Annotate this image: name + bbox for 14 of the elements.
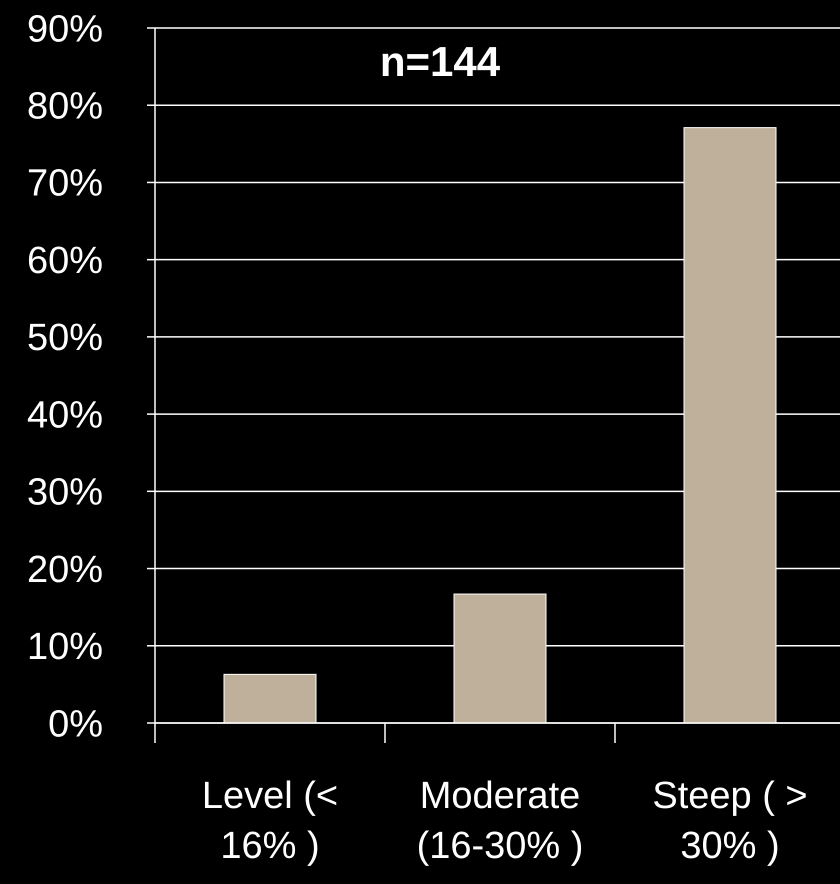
y-tick-label: 80% (26, 86, 103, 128)
y-tick-label: 20% (26, 548, 103, 591)
y-tick-label: 0% (48, 703, 103, 746)
y-tick-label: 90% (26, 8, 103, 50)
y-tick-label: 60% (26, 240, 103, 282)
y-tick-label: 10% (26, 626, 103, 668)
chart-title: n=144 (380, 38, 501, 85)
x-tick-label: Moderate (16-30% ) (416, 775, 584, 867)
y-tick-label: 30% (26, 472, 103, 514)
x-tick-label: Steep ( > 30% ) (652, 775, 808, 867)
x-tick-label: Level (< 16% ) (202, 775, 338, 867)
y-tick-label: 40% (26, 394, 103, 436)
y-tick-label: 50% (26, 317, 103, 360)
y-tick-label: 70% (26, 162, 103, 205)
